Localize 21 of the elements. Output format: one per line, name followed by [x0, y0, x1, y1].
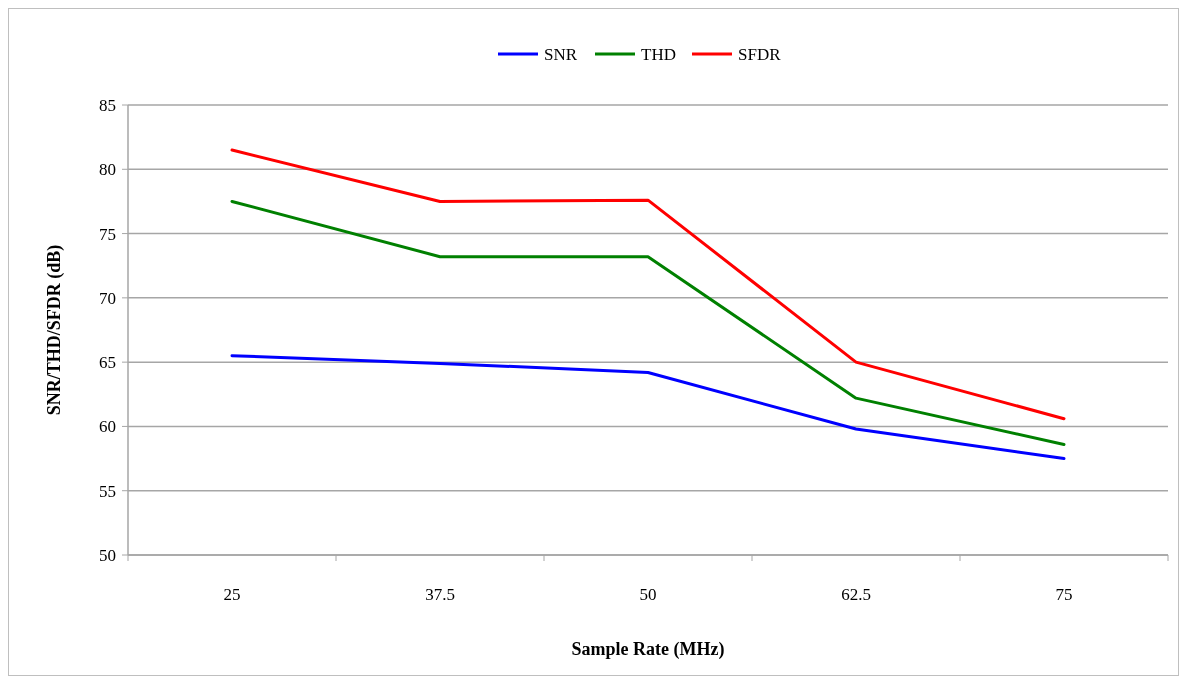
line-series: [230, 199, 1066, 446]
x-tick-label: 62.5: [841, 585, 871, 604]
y-tick-label: 55: [99, 481, 116, 501]
y-axis-title: SNR/THD/SFDR (dB): [44, 244, 65, 416]
y-tick-label: 70: [99, 288, 116, 308]
x-tick-label: 50: [639, 585, 657, 604]
y-tick-label: 50: [99, 545, 116, 565]
line-series: [230, 354, 1066, 461]
x-axis-title: Sample Rate (MHz): [571, 639, 725, 660]
legend-label: SNR: [544, 44, 578, 64]
x-tick-label: 25: [223, 585, 241, 604]
y-tick-label: 65: [99, 353, 116, 373]
y-tick-label: 85: [99, 95, 116, 115]
y-tick-label: 60: [99, 417, 116, 437]
x-tick-label: 75: [1055, 585, 1073, 604]
line-series: [230, 148, 1066, 421]
legend-label: THD: [641, 44, 676, 64]
y-tick-label: 80: [99, 160, 116, 180]
y-tick-label: 75: [99, 224, 116, 244]
x-tick-label: 37.5: [425, 585, 455, 604]
legend-label: SFDR: [738, 44, 782, 64]
